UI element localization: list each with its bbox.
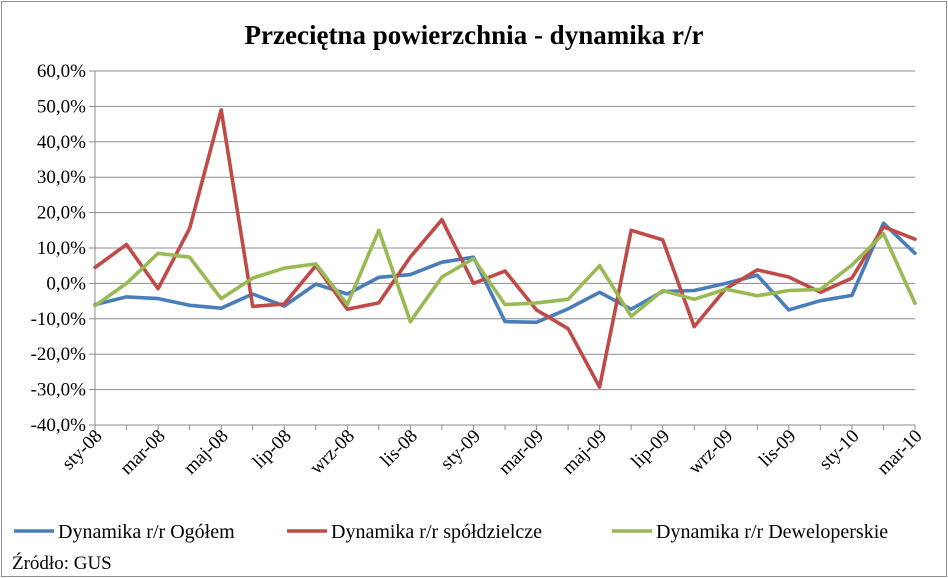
y-tick-label: 0,0% <box>46 273 86 294</box>
legend-label-1: Dynamika r/r Ogółem <box>58 521 235 543</box>
x-tick-label: sty-10 <box>815 426 863 474</box>
x-tick-label: maj-09 <box>558 426 611 479</box>
y-tick-label: 10,0% <box>37 238 86 259</box>
series-line-2 <box>93 108 917 389</box>
x-tick-label: lis-08 <box>376 426 421 471</box>
x-tick-label: sty-09 <box>437 426 485 474</box>
x-tick-label: wrz-09 <box>684 426 737 479</box>
legend-label-2: Dynamika r/r spółdzielcze <box>331 521 542 543</box>
y-tick-label: 50,0% <box>37 96 86 117</box>
series-lines <box>93 108 917 389</box>
x-tick-label: lis-09 <box>755 426 800 471</box>
legend: Dynamika r/r Ogółem Dynamika r/r spółdzie… <box>14 521 888 543</box>
x-tick-label: lip-08 <box>249 426 296 473</box>
series-line-1 <box>93 221 917 325</box>
x-tick-label: mar-10 <box>873 426 926 479</box>
x-tick-label: lip-09 <box>627 426 674 473</box>
x-tick-label: wrz-08 <box>306 426 359 479</box>
gridlines <box>95 70 915 426</box>
y-tick-label: 60,0% <box>37 61 86 82</box>
y-axis-ticks: 60,0% 50,0% 40,0% 30,0% 20,0% 10,0% 0,0% -10,0%… <box>31 61 95 436</box>
y-tick-label: 20,0% <box>37 203 86 224</box>
y-tick-label: 40,0% <box>37 132 86 153</box>
series-line-3 <box>93 228 917 324</box>
y-tick-label: -30,0% <box>31 380 87 401</box>
chart-title: Przeciętna powierzchnia - dynamika r/r <box>245 20 704 50</box>
source-note: Źródło: GUS <box>12 553 112 574</box>
x-tick-label: maj-08 <box>180 426 233 479</box>
x-axis-ticks: sty-08 mar-08 maj-08 lip-08 wrz-08 lis-08 sty-… <box>58 425 927 479</box>
x-tick-label: mar-08 <box>116 426 169 479</box>
y-tick-label: 30,0% <box>37 167 86 188</box>
legend-label-3: Dynamika r/r Deweloperskie <box>656 521 888 543</box>
y-tick-label: -10,0% <box>31 309 87 330</box>
y-tick-label: -40,0% <box>31 415 87 436</box>
x-tick-label: mar-09 <box>495 426 548 479</box>
y-tick-label: -20,0% <box>31 344 87 365</box>
